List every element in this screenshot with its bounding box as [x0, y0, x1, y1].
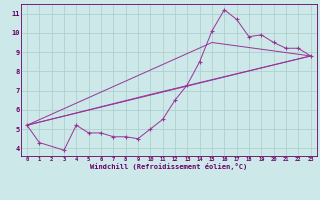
X-axis label: Windchill (Refroidissement éolien,°C): Windchill (Refroidissement éolien,°C): [90, 163, 247, 170]
